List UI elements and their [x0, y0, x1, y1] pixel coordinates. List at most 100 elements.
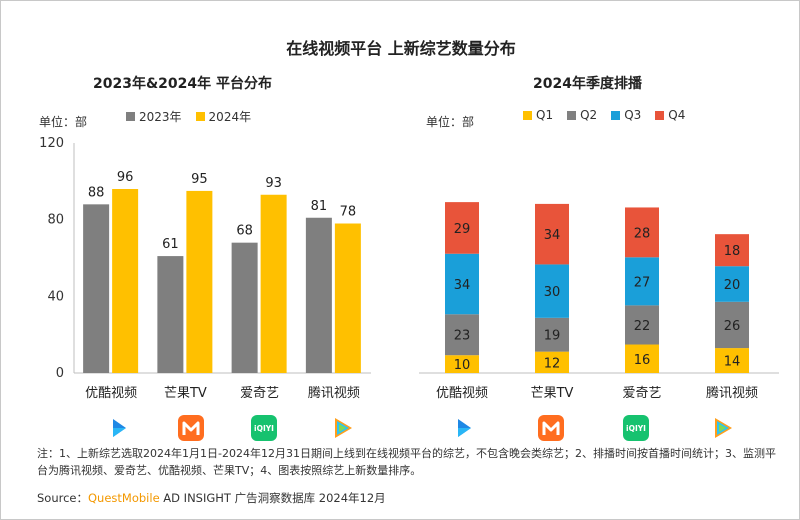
right-segment-q3 [445, 253, 479, 315]
source-suffix: AD INSIGHT 广告洞察数据库 2024年12月 [159, 491, 386, 505]
right-segment-q4 [715, 234, 749, 267]
mango-icon [182, 421, 200, 435]
right-segment-q4 [535, 203, 569, 265]
legend-item-2023: 2023年 [126, 108, 182, 125]
legend-item-q1: Q1 [523, 108, 553, 122]
left-x-tick-label: 芒果TV [164, 385, 207, 401]
right-x-tick-label: 腾讯视频 [706, 385, 758, 401]
left-y-tick-label: 40 [47, 289, 64, 304]
left-bar-2024 [334, 223, 361, 373]
iqiyi-logo: iQIYI [251, 415, 277, 441]
left-bar-value-label: 88 [88, 185, 105, 200]
right-segment-value-label: 26 [724, 319, 741, 334]
legend-swatch-2023 [126, 112, 135, 121]
right-segment-value-label: 23 [454, 329, 471, 344]
legend-swatch-q1 [523, 110, 532, 120]
right-segment-q2 [715, 301, 749, 349]
right-segment-q1 [535, 351, 569, 373]
left-bar-value-label: 68 [236, 224, 253, 239]
legend-label-q4: Q4 [668, 108, 686, 122]
legend-item-q2: Q2 [567, 108, 597, 122]
youku-logo [106, 415, 132, 441]
right-segment-q1 [715, 348, 749, 373]
legend-label-2023: 2023年 [139, 110, 182, 124]
right-legend: Q1 Q2 Q3 Q4 [523, 108, 685, 122]
right-segment-value-label: 19 [544, 329, 561, 344]
legend-item-q3: Q3 [611, 108, 641, 122]
left-bar-value-label: 81 [311, 199, 328, 214]
legend-label-q1: Q1 [536, 108, 554, 122]
tencent-video-icon [715, 418, 732, 438]
right-segment-q2 [625, 305, 659, 345]
right-segment-value-label: 12 [544, 356, 561, 371]
legend-label-q3: Q3 [624, 108, 642, 122]
left-bar-2023 [305, 217, 332, 373]
legend-swatch-q4 [655, 110, 665, 120]
right-segment-q3 [625, 257, 659, 306]
left-bar-2024 [260, 194, 287, 373]
iqiyi-logo-right: iQIYI [623, 415, 649, 441]
right-x-tick-label: 优酷视频 [436, 386, 488, 401]
legend-label-q2: Q2 [580, 108, 598, 122]
chart-title: 在线视频平台 上新综艺数量分布 [286, 39, 516, 58]
legend-swatch-q3 [611, 110, 621, 120]
left-bar-2024 [112, 189, 139, 373]
left-bar-2023 [231, 242, 258, 373]
iqiyi-logo-text: iQIYI [626, 423, 646, 433]
youku-icon [458, 419, 471, 437]
left-x-tick-label: 爱奇艺 [240, 385, 279, 401]
left-bar-2024 [186, 190, 213, 373]
mango-logo-right [538, 415, 564, 441]
tencent-logo [329, 415, 355, 441]
left-y-tick-label: 0 [56, 366, 64, 381]
left-bar-value-label: 93 [265, 176, 282, 191]
right-segment-value-label: 27 [634, 275, 651, 290]
left-bar-value-label: 78 [340, 205, 357, 220]
right-segment-value-label: 22 [634, 319, 651, 334]
right-segment-q3 [715, 266, 749, 302]
tencent-logo-right [709, 415, 735, 441]
source-brand: QuestMobile [88, 491, 160, 505]
right-segment-q1 [445, 355, 479, 373]
tencent-video-icon [335, 418, 352, 438]
left-bar-chart: 0 40 80 120 88 96 优酷视频 61 95 芒果TV 68 93 爱奇艺 81 78 腾讯视频 [39, 136, 371, 401]
right-x-tick-label: 芒果TV [531, 385, 574, 401]
right-segment-value-label: 30 [544, 285, 561, 300]
right-segment-value-label: 14 [724, 355, 741, 370]
legend-item-q4: Q4 [655, 108, 685, 122]
left-x-tick-label: 腾讯视频 [308, 385, 360, 401]
mango-logo [178, 415, 204, 441]
right-segment-value-label: 28 [634, 226, 651, 241]
youku-icon [113, 419, 126, 437]
right-segment-q3 [535, 264, 569, 318]
left-legend: 2023年 2024年 [126, 108, 251, 125]
footnote: 注：1、上新综艺选取2024年1月1日-2024年12月31日期间上线到在线视频… [37, 447, 776, 477]
right-segment-q4 [445, 202, 479, 254]
legend-item-2024: 2024年 [195, 108, 252, 125]
right-x-tick-label: 爱奇艺 [622, 385, 661, 401]
right-unit-label: 单位：部 [426, 115, 475, 129]
iqiyi-logo-text: iQIYI [254, 423, 274, 433]
youku-logo-right [451, 415, 477, 441]
right-segment-value-label: 20 [724, 278, 741, 293]
right-segment-q1 [625, 344, 659, 373]
left-bar-2023 [157, 256, 184, 373]
left-bar-2023 [83, 204, 110, 373]
right-segment-q2 [445, 314, 479, 356]
right-segment-value-label: 16 [634, 353, 651, 368]
right-segment-value-label: 29 [454, 222, 471, 237]
right-segment-value-label: 34 [454, 278, 471, 293]
left-bar-value-label: 96 [117, 170, 134, 185]
source-prefix: Source： [37, 491, 88, 505]
left-x-tick-label: 优酷视频 [85, 386, 137, 401]
legend-swatch-2024 [195, 112, 205, 121]
mango-icon [542, 421, 560, 435]
source-line: Source：QuestMobile AD INSIGHT 广告洞察数据库 20… [37, 490, 386, 506]
right-segment-value-label: 34 [544, 228, 561, 243]
left-y-tick-label: 120 [39, 136, 64, 151]
legend-label-2024: 2024年 [208, 110, 252, 124]
right-stacked-chart: 10 23 34 29 优酷视频 12 19 30 34 芒果TV 16 22 27 28 爱奇艺 14 26 2… [419, 202, 779, 401]
right-segment-value-label: 18 [724, 244, 741, 259]
right-segment-q2 [535, 317, 569, 352]
